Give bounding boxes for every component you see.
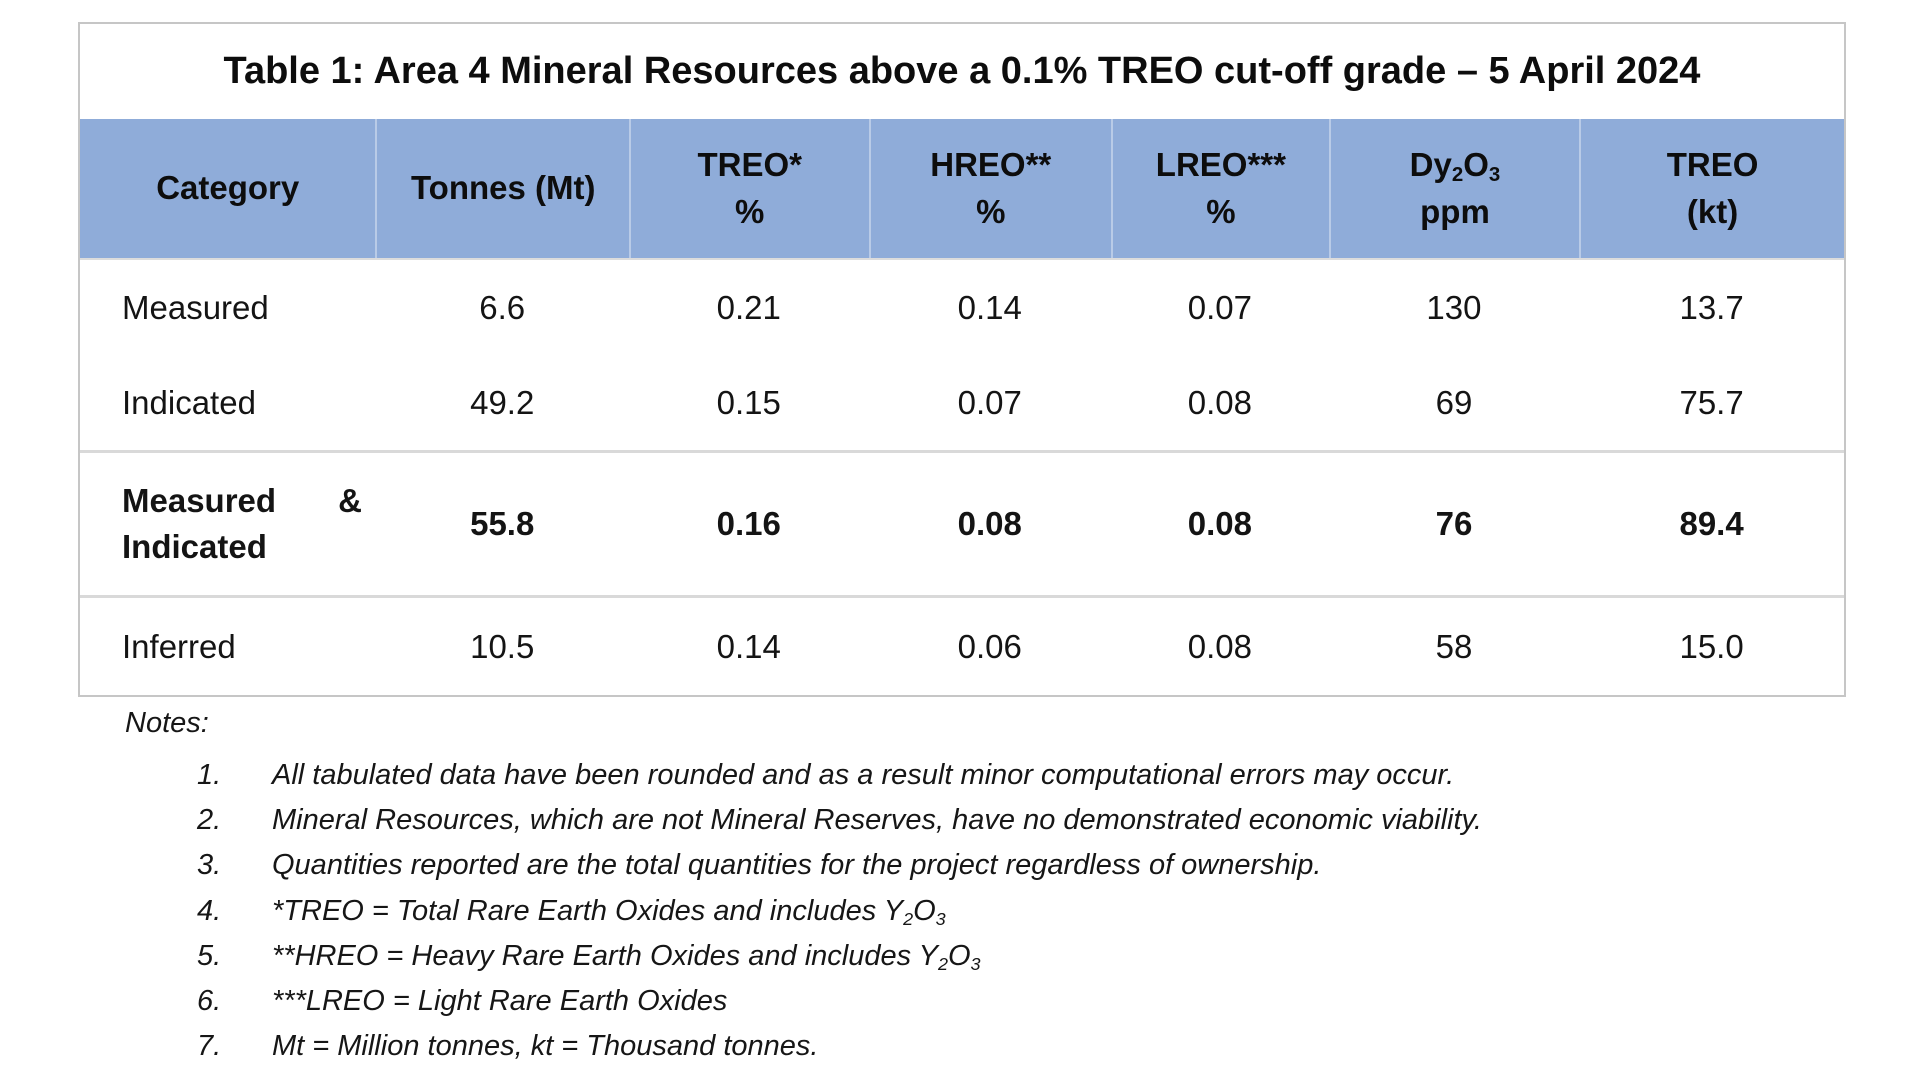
cell-hreo-pct: 0.07 (957, 383, 1022, 421)
note-text: All tabulated data have been rounded and… (272, 758, 1455, 791)
header-lreo-pct: LREO*** % (1111, 119, 1329, 258)
cell-treo-kt: 13.7 (1679, 288, 1744, 326)
cell-category: Measured (122, 288, 269, 326)
cell-tonnes: 49.2 (470, 383, 535, 421)
header-category: Category (80, 119, 375, 258)
note-number: 5. (197, 939, 222, 972)
note-text: ***LREO = Light Rare Earth Oxides (272, 985, 728, 1018)
note-text: *TREO = Total Rare Earth Oxides and incl… (272, 894, 946, 929)
table-row-measured-and-indicated: Measured & Indicated 55.8 0.16 0.08 0.08… (80, 450, 1844, 595)
note-item-6: 6. ***LREO = Light Rare Earth Oxides (125, 983, 1482, 1019)
note-item-5: 5. **HREO = Heavy Rare Earth Oxides and … (125, 938, 1482, 974)
notes-heading: Notes: (125, 707, 209, 739)
cell-hreo-pct: 0.14 (957, 288, 1022, 326)
cell-treo-pct: 0.16 (716, 505, 781, 542)
note-text: **HREO = Heavy Rare Earth Oxides and inc… (272, 939, 981, 974)
category-line2: Indicated (122, 528, 267, 565)
note-number: 3. (197, 849, 222, 882)
cell-lreo-pct: 0.07 (1187, 288, 1252, 326)
header-hreo-pct: HREO** % (868, 119, 1112, 258)
category-two-line: Measured & Indicated (122, 478, 362, 570)
note-text: Mineral Resources, which are not Mineral… (272, 804, 1482, 837)
cell-lreo-pct: 0.08 (1187, 627, 1252, 665)
category-ampersand: & (338, 481, 362, 519)
cell-tonnes: 6.6 (479, 288, 526, 326)
header-hreo-line2: % (976, 192, 1006, 230)
cell-lreo-pct: 0.08 (1187, 383, 1252, 421)
header-tonnes-label: Tonnes (Mt) (410, 169, 596, 207)
header-treo-line1: TREO* (697, 145, 802, 183)
table-title: Table 1: Area 4 Mineral Resources above … (223, 50, 1701, 92)
header-lreo-line1: LREO*** (1155, 145, 1286, 183)
header-treo-pct: TREO* % (628, 119, 869, 258)
cell-treo-pct: 0.15 (716, 383, 781, 421)
category-word1: Measured (122, 481, 277, 519)
cell-lreo-pct: 0.08 (1187, 505, 1252, 542)
cell-dy-ppm: 76 (1435, 505, 1473, 542)
cell-treo-pct: 0.21 (716, 288, 781, 326)
cell-category: Measured & Indicated (80, 453, 375, 595)
cell-treo-kt: 89.4 (1679, 505, 1744, 542)
cell-treo-kt: 15.0 (1679, 627, 1744, 665)
cell-category: Indicated (122, 383, 256, 421)
cell-dy-ppm: 130 (1426, 288, 1482, 326)
table-header-row: Category Tonnes (Mt) TREO* % HREO** % LR… (80, 119, 1844, 260)
cell-hreo-pct: 0.08 (957, 505, 1022, 542)
cell-tonnes: 55.8 (470, 505, 535, 542)
cell-category: Inferred (122, 627, 236, 665)
mineral-resources-table: Table 1: Area 4 Mineral Resources above … (78, 22, 1846, 697)
note-number: 6. (197, 985, 222, 1018)
header-category-label: Category (156, 169, 300, 207)
note-number: 2. (197, 804, 222, 837)
category-line1: Measured & (122, 478, 362, 524)
table-row-inferred: Inferred 10.5 0.14 0.06 0.08 58 15.0 (80, 595, 1844, 695)
header-dy2o3-ppm: Dy2O3 ppm (1328, 119, 1579, 258)
note-item-3: 3. Quantities reported are the total qua… (125, 847, 1482, 883)
note-item-7: 7. Mt = Million tonnes, kt = Thousand to… (125, 1028, 1482, 1064)
header-treo-line2: % (735, 192, 765, 230)
note-text: Quantities reported are the total quanti… (272, 849, 1322, 882)
note-item-4: 4. *TREO = Total Rare Earth Oxides and i… (125, 893, 1482, 929)
header-treokt-line2: (kt) (1686, 192, 1739, 230)
cell-treo-kt: 75.7 (1679, 383, 1744, 421)
header-treo-kt: TREO (kt) (1579, 119, 1844, 258)
header-dy2o3-line2: ppm (1420, 192, 1490, 230)
cell-dy-ppm: 58 (1435, 627, 1473, 665)
table-row-measured: Measured 6.6 0.21 0.14 0.07 130 13.7 (80, 260, 1844, 355)
note-number: 7. (197, 1030, 222, 1063)
header-hreo-line1: HREO** (930, 145, 1052, 183)
cell-dy-ppm: 69 (1435, 383, 1473, 421)
note-item-2: 2. Mineral Resources, which are not Mine… (125, 802, 1482, 838)
cell-tonnes: 10.5 (470, 627, 535, 665)
table-row-indicated: Indicated 49.2 0.15 0.07 0.08 69 75.7 (80, 355, 1844, 450)
cell-hreo-pct: 0.06 (957, 627, 1022, 665)
header-treokt-line1: TREO (1666, 145, 1759, 183)
header-dy2o3-formula: Dy2O3 (1409, 145, 1501, 187)
note-text: Mt = Million tonnes, kt = Thousand tonne… (272, 1030, 819, 1063)
notes-section: Notes: 1. All tabulated data have been r… (125, 706, 1482, 1074)
note-number: 4. (197, 894, 222, 927)
note-number: 1. (197, 758, 222, 791)
note-item-1: 1. All tabulated data have been rounded … (125, 757, 1482, 793)
cell-treo-pct: 0.14 (716, 627, 781, 665)
header-lreo-line2: % (1206, 192, 1236, 230)
header-tonnes: Tonnes (Mt) (375, 119, 628, 258)
